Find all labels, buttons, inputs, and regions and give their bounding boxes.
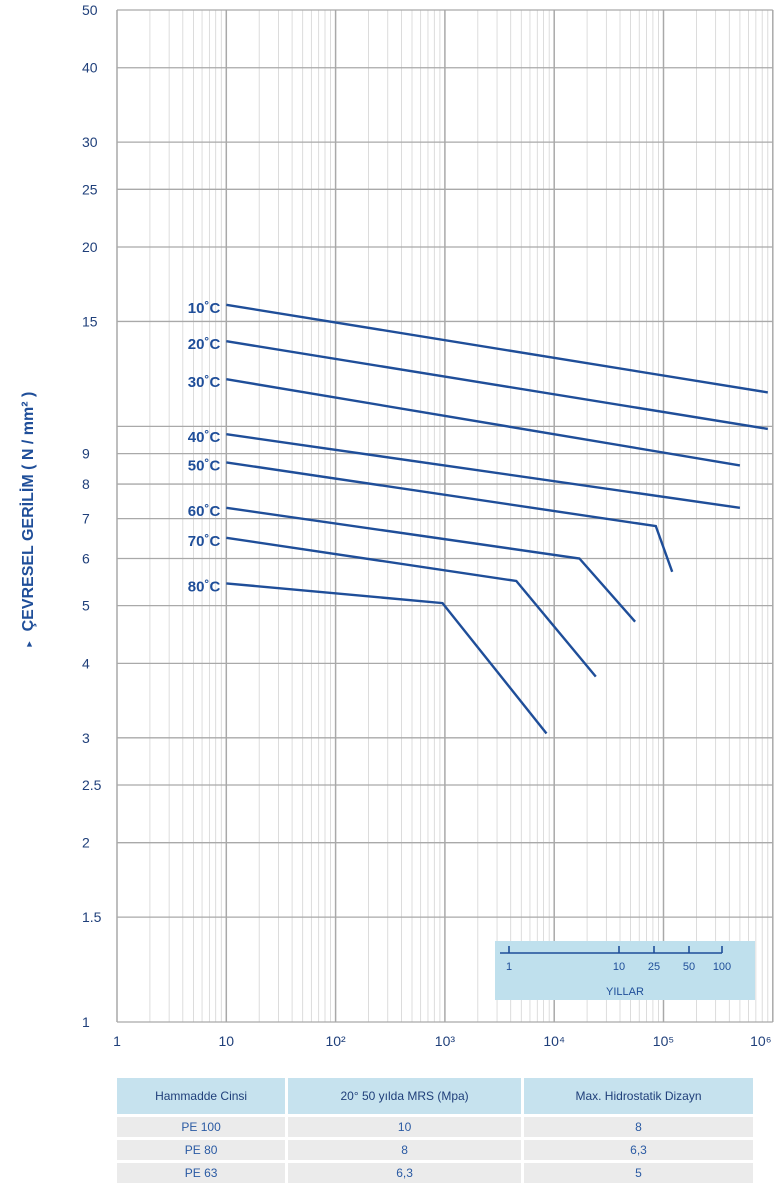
grid-lines — [116, 9, 774, 1023]
series-label: 80˚C — [188, 578, 221, 595]
y-axis-label: ► ÇEVRESEL GERİLİM ( N / mm² ) — [6, 330, 52, 710]
x-tick-label: 1 — [113, 1033, 121, 1049]
y-axis-ticks: 1 1.5 2 2.5 3 4 5 6 7 8 9 15 20 25 30 40 50 — [82, 2, 102, 1030]
table-cell: 6,3 — [524, 1140, 753, 1160]
series-line — [226, 303, 768, 394]
series-label: 20˚C — [188, 336, 221, 353]
table-row: PE 63 6,3 5 — [117, 1163, 753, 1183]
y-tick-label: 2 — [82, 835, 90, 851]
series-line — [226, 506, 637, 623]
series-label: 40˚C — [188, 429, 221, 446]
y-tick-label: 30 — [82, 134, 98, 150]
table-cell: PE 63 — [117, 1163, 286, 1183]
series-line — [226, 461, 674, 573]
table-cell: PE 100 — [117, 1117, 286, 1137]
table-header: Max. Hidrostatik Dizayn — [524, 1078, 753, 1114]
table-cell: 10 — [288, 1117, 521, 1137]
series-label: 30˚C — [188, 374, 221, 391]
table-cell: PE 80 — [117, 1140, 286, 1160]
y-tick-label: 3 — [82, 730, 90, 746]
years-tick-label: 25 — [648, 961, 660, 973]
y-tick-label: 40 — [82, 60, 98, 76]
series-line — [226, 378, 741, 467]
table-header: 20° 50 yılda MRS (Mpa) — [288, 1078, 521, 1114]
x-tick-label: 10 — [219, 1033, 235, 1049]
series-line — [226, 340, 768, 431]
y-tick-label: 1.5 — [82, 909, 102, 925]
series-label: 70˚C — [188, 533, 221, 550]
table-cell: 8 — [288, 1140, 521, 1160]
table-row: PE 100 10 8 — [117, 1117, 753, 1137]
y-tick-label: 1 — [82, 1014, 90, 1030]
table-row: PE 80 8 6,3 — [117, 1140, 753, 1160]
table-cell: 5 — [524, 1163, 753, 1183]
y-axis-title: ÇEVRESEL GERİLİM ( N / mm² ) — [20, 391, 37, 632]
y-tick-label: 2.5 — [82, 777, 102, 793]
y-tick-label: 8 — [82, 476, 90, 492]
series-lines — [226, 303, 768, 735]
x-tick-label: 10⁶ — [750, 1033, 771, 1049]
series-label: 60˚C — [188, 503, 221, 520]
y-tick-label: 15 — [82, 313, 98, 329]
x-tick-label: 10² — [325, 1033, 346, 1049]
x-axis-ticks: 1 10 10² 10³ 10⁴ 10⁵ 10⁶ — [113, 1033, 771, 1049]
series-line — [226, 582, 548, 735]
triangle-icon: ► — [23, 639, 34, 649]
table-cell: 6,3 — [288, 1163, 521, 1183]
series-line — [226, 536, 597, 678]
series-label: 50˚C — [188, 457, 221, 474]
table-header: Hammadde Cinsi — [117, 1078, 286, 1114]
table-header-row: Hammadde Cinsi 20° 50 yılda MRS (Mpa) Ma… — [117, 1078, 753, 1114]
series-line — [226, 433, 741, 509]
series-label: 10˚C — [188, 300, 221, 317]
years-scale: 1 10 25 50 100 YILLAR — [500, 946, 731, 998]
y-tick-label: 7 — [82, 511, 90, 527]
y-tick-label: 20 — [82, 239, 98, 255]
y-tick-label: 6 — [82, 550, 90, 566]
x-tick-label: 10⁵ — [653, 1033, 674, 1049]
y-tick-label: 9 — [82, 446, 90, 462]
series-labels: 10˚C 20˚C 30˚C 40˚C 50˚C 60˚C 70˚C 80˚C — [188, 300, 221, 596]
years-tick-label: 10 — [613, 961, 625, 973]
years-tick-label: 100 — [713, 961, 731, 973]
years-scale-box — [495, 941, 755, 1000]
years-tick-label: 50 — [683, 961, 695, 973]
y-tick-label: 4 — [82, 655, 90, 671]
years-label: YILLAR — [606, 986, 644, 998]
y-tick-label: 5 — [82, 598, 90, 614]
table-cell: 8 — [524, 1117, 753, 1137]
y-tick-label: 50 — [82, 2, 98, 18]
x-tick-label: 10³ — [435, 1033, 456, 1049]
y-tick-label: 25 — [82, 181, 98, 197]
years-tick-label: 1 — [506, 961, 512, 973]
x-tick-label: 10⁴ — [543, 1033, 565, 1049]
mrs-table: Hammadde Cinsi 20° 50 yılda MRS (Mpa) Ma… — [114, 1075, 756, 1186]
